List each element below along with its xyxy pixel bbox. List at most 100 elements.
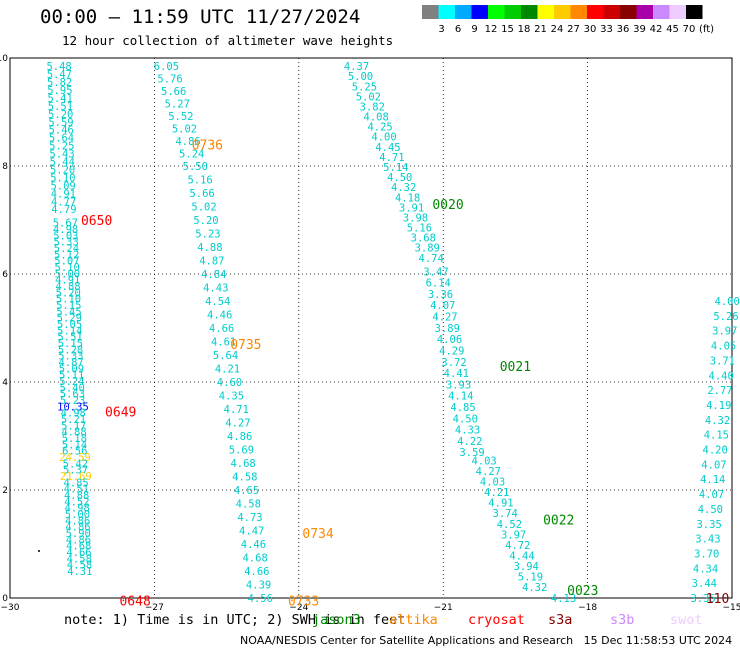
- swh-value: 4.47: [239, 526, 264, 538]
- swh-value: 4.34: [693, 563, 718, 575]
- swh-value: 5.27: [165, 99, 190, 111]
- swh-value: 5.20: [50, 164, 75, 176]
- swh-value: 5.50: [183, 161, 208, 173]
- swh-value: 5.20: [193, 215, 218, 227]
- mission-label: s3b: [610, 612, 635, 628]
- mission-label: swot: [670, 612, 703, 628]
- swh-value: 4.07: [701, 459, 726, 471]
- swh-value: 5.51: [48, 101, 73, 113]
- colorbar-swatch: [422, 5, 439, 19]
- swh-value: 4.66: [66, 547, 91, 559]
- swh-value: 5.44: [50, 157, 75, 169]
- swh-value: 4.35: [219, 391, 244, 403]
- y-tick-label: 2: [2, 486, 8, 496]
- swh-value: 4.98: [53, 224, 78, 236]
- swh-value: 4.86: [175, 136, 200, 148]
- swh-value: 5.52: [168, 111, 193, 123]
- swh-value: 5.67: [53, 218, 78, 230]
- swh-value: 5.15: [58, 338, 83, 350]
- swh-value: 4.46: [241, 539, 266, 551]
- swh-value: 5.59: [48, 117, 73, 129]
- swh-value: 5.41: [48, 93, 73, 105]
- swh-value: 3.98: [403, 212, 428, 224]
- color-legend: 3 6 9 12 15 18 21 24 27 30 33 36 39 42 45 70 (ft): [422, 5, 714, 35]
- swh-value: 5.24: [59, 376, 84, 388]
- swh-value: 3.59: [459, 447, 484, 459]
- swh-value: 24.59: [59, 452, 91, 464]
- swh-value: 5.05: [57, 319, 82, 331]
- swh-value: 5.33: [53, 237, 78, 249]
- y-tick-label: 4: [2, 378, 8, 388]
- swh-value: 4.52: [497, 519, 522, 531]
- swh-value: 4.68: [242, 553, 267, 565]
- colorbar-swatch: [554, 5, 571, 19]
- colorbar-tick-label: 9: [471, 24, 477, 35]
- swh-value: 5.25: [352, 81, 377, 93]
- x-tick-label: −18: [578, 603, 597, 613]
- swh-value: 5.64: [49, 133, 74, 145]
- colorbar-swatch: [620, 5, 637, 19]
- swh-value: 3.97: [501, 529, 526, 541]
- swh-value: 4.32: [522, 582, 547, 594]
- swh-value: 4.19: [706, 400, 731, 412]
- swh-value: 4.91: [55, 275, 80, 287]
- swh-value: 4.32: [705, 415, 730, 427]
- colorbar-tick-label: 18: [518, 24, 531, 35]
- swh-value: 4.87: [58, 357, 83, 369]
- swh-value: 4.46: [207, 310, 232, 322]
- footnote: note: 1) Time is in UTC; 2) SWH is in fe…: [64, 612, 406, 628]
- swh-value: 3.68: [411, 233, 436, 245]
- swh-value: 4.20: [703, 445, 728, 457]
- swh-value: 5.09: [50, 180, 75, 192]
- swh-value: 4.45: [375, 142, 400, 154]
- swh-value: 4.41: [444, 368, 469, 380]
- pass-time-label: 0736: [192, 138, 223, 153]
- swh-value: 4.39: [246, 580, 271, 592]
- swh-value: 5.16: [187, 175, 212, 187]
- colorbar-swatch: [537, 5, 554, 19]
- swh-value: 4.71: [379, 152, 404, 164]
- swh-value: 5.33: [58, 351, 83, 363]
- swh-value: 3.93: [446, 379, 471, 391]
- swh-value: 5.14: [383, 162, 408, 174]
- swh-value: 4.03: [471, 455, 496, 467]
- colorbar-swatch: [471, 5, 488, 19]
- swh-value: 4.08: [364, 112, 389, 124]
- swh-value: 4.00: [715, 296, 740, 308]
- colorbar-swatch: [636, 5, 653, 19]
- swh-value: 4.50: [453, 413, 478, 425]
- swh-value: 4.51: [64, 484, 89, 496]
- chart-subtitle: 12 hour collection of altimeter wave hei…: [62, 33, 394, 48]
- swh-value: 5.21: [61, 414, 86, 426]
- swh-value: 5.69: [229, 445, 254, 457]
- swh-value: 3.71: [710, 355, 735, 367]
- swh-value: 4.33: [455, 425, 480, 437]
- swh-value: 4.06: [437, 334, 462, 346]
- swh-value: 5.24: [54, 243, 79, 255]
- colorbar-swatch: [455, 5, 472, 19]
- swh-value: 4.88: [61, 427, 86, 439]
- swh-value: 3.91: [399, 202, 424, 214]
- x-tick-label: −27: [145, 603, 164, 613]
- swh-value: 4.03: [480, 476, 505, 488]
- colorbar-tick-label: 45: [666, 24, 679, 35]
- swh-value: 5.10: [55, 262, 80, 274]
- swh-value: 4.58: [67, 553, 92, 565]
- stray-point: [38, 550, 40, 552]
- swh-value: 4.66: [244, 566, 269, 578]
- swh-value: 3.97: [712, 326, 737, 338]
- swh-value: 5.24: [179, 149, 204, 161]
- colorbar-tick-label: 30: [584, 24, 597, 35]
- swh-value: 5.90: [66, 528, 91, 540]
- swh-value: 4.27: [432, 312, 457, 324]
- colorbar-swatch: [570, 5, 587, 19]
- x-tick-label: −30: [1, 603, 20, 613]
- swh-value: 5.46: [49, 125, 74, 137]
- swh-value: 3.35: [690, 593, 715, 605]
- swh-value: 5.37: [63, 465, 88, 477]
- swh-value: 5.66: [189, 188, 214, 200]
- swh-value: 5.48: [46, 61, 71, 73]
- pass-time-label: 0020: [432, 198, 463, 213]
- colorbar-swatch: [587, 5, 604, 19]
- swh-value: 4.84: [201, 269, 226, 281]
